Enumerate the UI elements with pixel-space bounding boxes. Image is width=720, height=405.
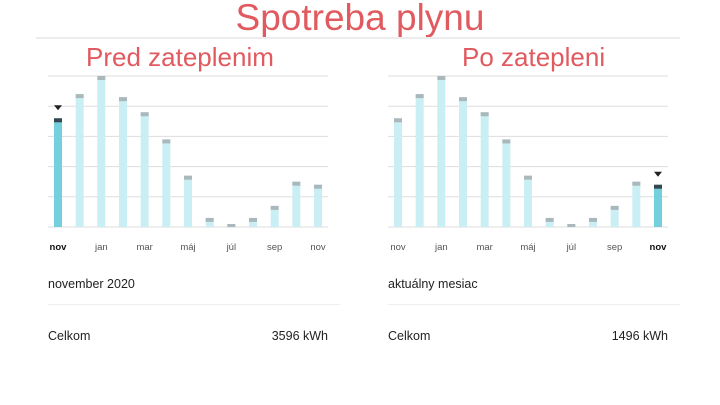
bar-jan-2[interactable]: [437, 76, 446, 227]
month-label: máj: [520, 242, 535, 253]
bar-jún-7[interactable]: [545, 217, 554, 227]
panel-title: Pred zateplenim: [86, 42, 274, 72]
total-label: Celkom: [388, 329, 431, 343]
bar-apr-5[interactable]: [502, 139, 511, 227]
bar-cap: [437, 76, 446, 80]
bar-apr-5[interactable]: [162, 139, 171, 227]
month-label: jan: [434, 242, 448, 253]
bar-cap: [394, 118, 402, 123]
panel-after-insulation: Po zatepleni nov jan mar máj júl sep nov aktuá…: [380, 40, 680, 405]
bar-cap: [480, 112, 489, 117]
month-label: nov: [650, 242, 668, 253]
bar-jan-2[interactable]: [97, 76, 106, 227]
month-label: nov: [50, 242, 68, 253]
bar-nov-0[interactable]: [394, 118, 402, 227]
bar-mar-4[interactable]: [140, 112, 149, 227]
bar-cap: [54, 118, 62, 123]
panel-title: Po zatepleni: [462, 42, 606, 72]
bar-máj-6[interactable]: [184, 175, 192, 227]
bar-nov-12[interactable]: [314, 184, 322, 227]
consumption-chart-after[interactable]: nov jan mar máj júl sep nov: [380, 70, 680, 270]
total-value: 1496 kWh: [611, 329, 668, 343]
bar-okt-11[interactable]: [292, 181, 301, 227]
app-title: Spotreba plynu: [235, 0, 485, 38]
bar-cap: [162, 139, 171, 144]
selected-period-label: aktuálny mesiac: [388, 277, 478, 291]
month-label: júl: [226, 242, 237, 253]
bar-cap: [270, 205, 279, 210]
selected-marker-icon: [654, 171, 662, 177]
bar-cap: [632, 181, 641, 186]
panel-before-insulation: Pred zateplenim nov jan mar máj júl sep nov no…: [40, 40, 340, 405]
month-label: sep: [607, 242, 622, 253]
month-label: nov: [310, 242, 326, 253]
consumption-chart-before[interactable]: nov jan mar máj júl sep nov: [40, 70, 340, 270]
month-label: máj: [180, 242, 195, 253]
bar-máj-6[interactable]: [524, 175, 532, 227]
bar-feb-3[interactable]: [119, 97, 127, 227]
selected-period-label: november 2020: [48, 277, 135, 291]
bar-cap: [227, 223, 236, 227]
bar-mar-4[interactable]: [480, 112, 489, 227]
month-label: nov: [390, 242, 406, 253]
bar-jún-7[interactable]: [205, 217, 214, 227]
bar-cap: [459, 97, 467, 102]
bar-dec-1[interactable]: [75, 94, 84, 228]
bar-cap: [314, 184, 322, 189]
bar-cap: [184, 175, 192, 180]
bar-cap: [249, 217, 257, 222]
month-label: mar: [476, 242, 492, 253]
bar-cap: [415, 94, 424, 99]
bar-cap: [524, 175, 532, 180]
row-divider: [48, 304, 340, 305]
bar-nov-12[interactable]: [654, 184, 662, 227]
bar-feb-3[interactable]: [459, 97, 467, 227]
bar-cap: [567, 223, 576, 227]
bar-aug-9[interactable]: [249, 217, 257, 227]
bar-chart-svg[interactable]: nov jan mar máj júl sep nov: [40, 70, 340, 270]
bar-cap: [545, 217, 554, 222]
bar-cap: [75, 94, 84, 99]
total-label: Celkom: [48, 329, 91, 343]
bar-sep-10[interactable]: [610, 205, 619, 227]
bar-cap: [97, 76, 106, 80]
bar-cap: [654, 184, 662, 189]
bar-cap: [589, 217, 597, 222]
selected-marker-icon: [54, 105, 62, 111]
bar-sep-10[interactable]: [270, 205, 279, 227]
title-divider: [36, 37, 680, 39]
bar-dec-1[interactable]: [415, 94, 424, 228]
bar-cap: [140, 112, 149, 117]
bar-cap: [292, 181, 301, 186]
bar-cap: [205, 217, 214, 222]
bar-nov-0[interactable]: [54, 118, 62, 227]
total-value: 3596 kWh: [271, 329, 328, 343]
bar-chart-svg[interactable]: nov jan mar máj júl sep nov: [380, 70, 680, 270]
bar-cap: [610, 205, 619, 210]
bar-cap: [502, 139, 511, 144]
month-label: mar: [136, 242, 152, 253]
bar-cap: [119, 97, 127, 102]
bar-okt-11[interactable]: [632, 181, 641, 227]
row-divider: [388, 304, 680, 305]
bar-aug-9[interactable]: [589, 217, 597, 227]
month-label: sep: [267, 242, 282, 253]
month-label: júl: [566, 242, 577, 253]
month-label: jan: [94, 242, 108, 253]
